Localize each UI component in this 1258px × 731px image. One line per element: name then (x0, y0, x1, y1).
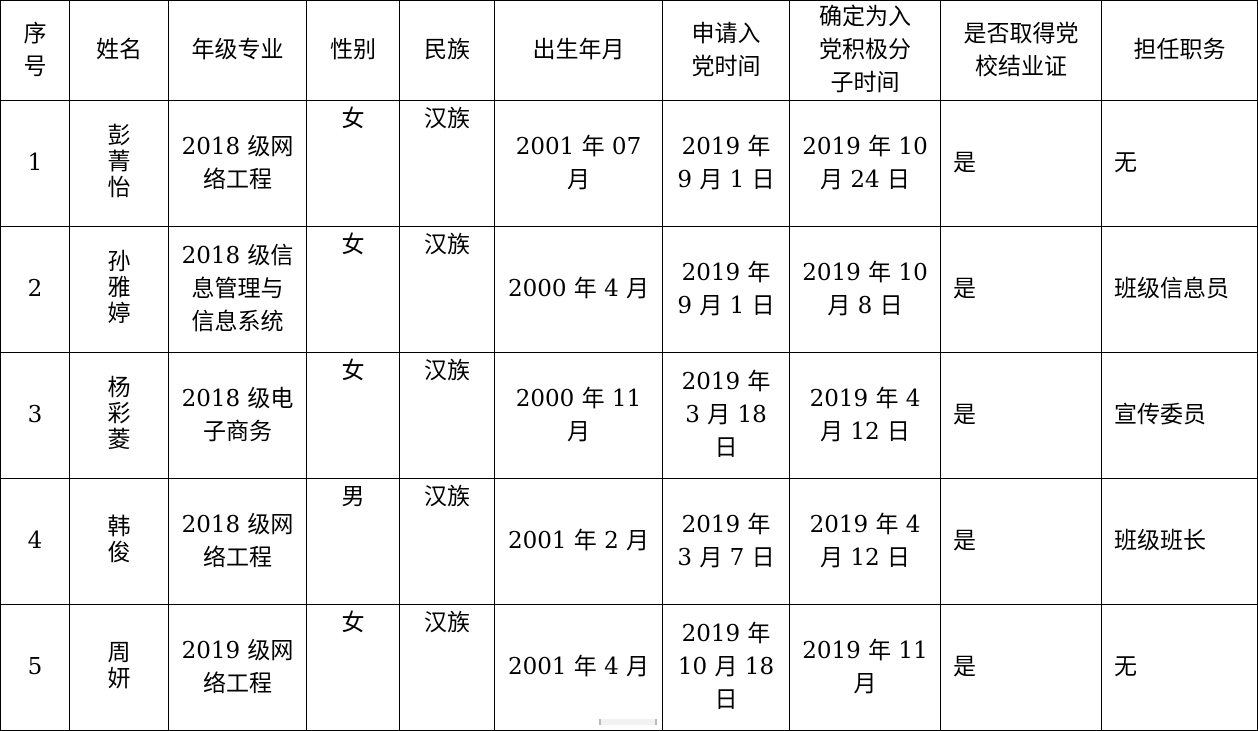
name-text: 杨彩菱 (107, 374, 131, 453)
certificate-cell: 是 (940, 604, 1102, 731)
major-cell: 2018 级信息管理与信息系统 (168, 226, 307, 353)
header-activist-date: 确定为入党积极分子时间 (789, 0, 941, 101)
apply-date-cell: 2019 年 9 月 1 日 (662, 100, 790, 227)
table-row: 1 彭菁怡 2018 级网络工程女汉族 2001 年 07 月 2019 年 9 月 1… (0, 100, 1258, 227)
row-number: 2 (0, 226, 70, 353)
name-text: 周妍 (107, 639, 131, 692)
row-number: 4 (0, 478, 70, 605)
header-major: 年级专业 (168, 0, 307, 101)
certificate-cell: 是 (940, 352, 1102, 479)
certificate-cell: 是 (940, 226, 1102, 353)
gender-cell: 女 (306, 604, 400, 731)
name-text: 彭菁怡 (107, 122, 131, 201)
role-cell: 班级班长 (1101, 478, 1258, 605)
gender-cell: 女 (306, 100, 400, 227)
table-row: 2 孙雅婷 2018 级信息管理与信息系统女汉族 2000 年 4 月 2019 年 9… (0, 226, 1258, 353)
activist-date-cell: 2019 年 4 月 12 日 (789, 352, 941, 479)
header-birth: 出生年月 (494, 0, 663, 101)
certificate-cell: 是 (940, 478, 1102, 605)
name-cell: 周妍 (69, 604, 169, 731)
row-number: 5 (0, 604, 70, 731)
certificate-cell: 是 (940, 100, 1102, 227)
header-row: 序号 姓名 年级专业 性别 民族 出生年月 申请入党时间 确定为入党积极分子时间… (0, 0, 1258, 101)
activist-date-cell: 2019 年 10 月 8 日 (789, 226, 941, 353)
row-number: 3 (0, 352, 70, 479)
header-gender: 性别 (306, 0, 400, 101)
header-ethnic: 民族 (399, 0, 495, 101)
ethnic-cell: 汉族 (399, 478, 495, 605)
header-role: 担任职务 (1101, 0, 1258, 101)
apply-date-cell: 2019 年 9 月 1 日 (662, 226, 790, 353)
name-cell: 孙雅婷 (69, 226, 169, 353)
gender-cell: 女 (306, 352, 400, 479)
header-name: 姓名 (69, 0, 169, 101)
table-row: 5 周妍 2019 级网络工程女汉族 2001 年 4 月 2019 年 10 月 18… (0, 604, 1258, 731)
birth-cell: 2000 年 11 月 (494, 352, 663, 479)
activist-date-cell: 2019 年 4 月 12 日 (789, 478, 941, 605)
major-cell: 2018 级网络工程 (168, 100, 307, 227)
activist-date-cell: 2019 年 10 月 24 日 (789, 100, 941, 227)
major-cell: 2018 级网络工程 (168, 478, 307, 605)
table-row: 3 杨彩菱 2018 级电子商务女汉族 2000 年 11 月 2019 年 3 月 1… (0, 352, 1258, 479)
ethnic-cell: 汉族 (399, 352, 495, 479)
name-cell: 杨彩菱 (69, 352, 169, 479)
major-cell: 2018 级电子商务 (168, 352, 307, 479)
ethnic-cell: 汉族 (399, 100, 495, 227)
role-cell: 无 (1101, 604, 1258, 731)
role-cell: 无 (1101, 100, 1258, 227)
name-text: 韩俊 (107, 513, 131, 566)
role-cell: 班级信息员 (1101, 226, 1258, 353)
gender-cell: 男 (306, 478, 400, 605)
birth-cell: 2000 年 4 月 (494, 226, 663, 353)
major-cell: 2019 级网络工程 (168, 604, 307, 731)
birth-cell: 2001 年 07 月 (494, 100, 663, 227)
birth-cell: 2001 年 4 月 (494, 604, 663, 731)
activist-date-cell: 2019 年 11 月 (789, 604, 941, 731)
row-number: 1 (0, 100, 70, 227)
gender-cell: 女 (306, 226, 400, 353)
apply-date-cell: 2019 年 10 月 18 日 (662, 604, 790, 731)
birth-cell: 2001 年 2 月 (494, 478, 663, 605)
ethnic-cell: 汉族 (399, 226, 495, 353)
name-cell: 彭菁怡 (69, 100, 169, 227)
role-cell: 宣传委员 (1101, 352, 1258, 479)
apply-date-cell: 2019 年 3 月 18 日 (662, 352, 790, 479)
header-certificate: 是否取得党校结业证 (940, 0, 1102, 101)
name-cell: 韩俊 (69, 478, 169, 605)
horizontal-scrollbar[interactable] (599, 719, 657, 725)
table-row: 4 韩俊 2018 级网络工程男汉族 2001 年 2 月 2019 年 3 月 7 日… (0, 478, 1258, 605)
name-text: 孙雅婷 (107, 248, 131, 327)
apply-date-cell: 2019 年 3 月 7 日 (662, 478, 790, 605)
ethnic-cell: 汉族 (399, 604, 495, 731)
header-no: 序号 (0, 0, 70, 101)
header-apply-date: 申请入党时间 (662, 0, 790, 101)
